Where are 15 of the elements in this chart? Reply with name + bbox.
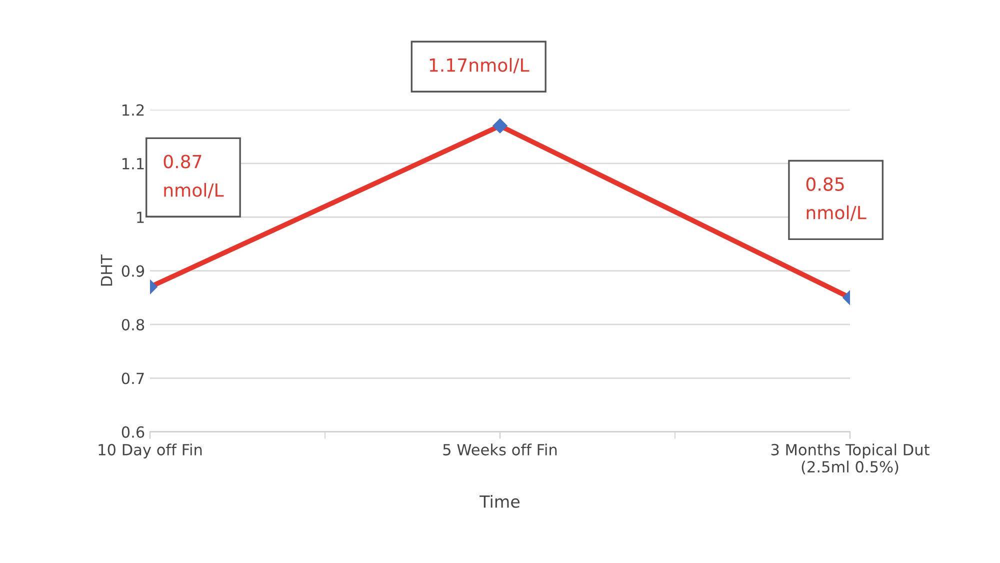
x-tick-label: 10 Day off Fin [98,444,202,458]
y-tick-label: 1.1 [122,158,144,170]
x-tick-label: 5 Weeks off Fin [443,444,557,456]
y-tick-label: 0.9 [122,265,144,277]
y-axis-title: DHT [100,254,112,286]
annotation: 0.87 nmol/L [164,154,224,198]
y-tick-label: 0.6 [122,426,144,438]
y-tick-label: 1.2 [122,104,144,116]
text: 1.17nmol/L [430,58,530,74]
y-tick-label: 1 [137,212,144,223]
x-axis-title: Time [480,494,520,508]
y-tick-label: 0.7 [122,372,144,384]
x-tick-label: 3 Months Topical Dut (2.5ml 0.5%) [771,444,930,474]
y-tick-label: 0.8 [122,318,144,330]
annotation: 0.85 nmol/L [806,177,866,221]
